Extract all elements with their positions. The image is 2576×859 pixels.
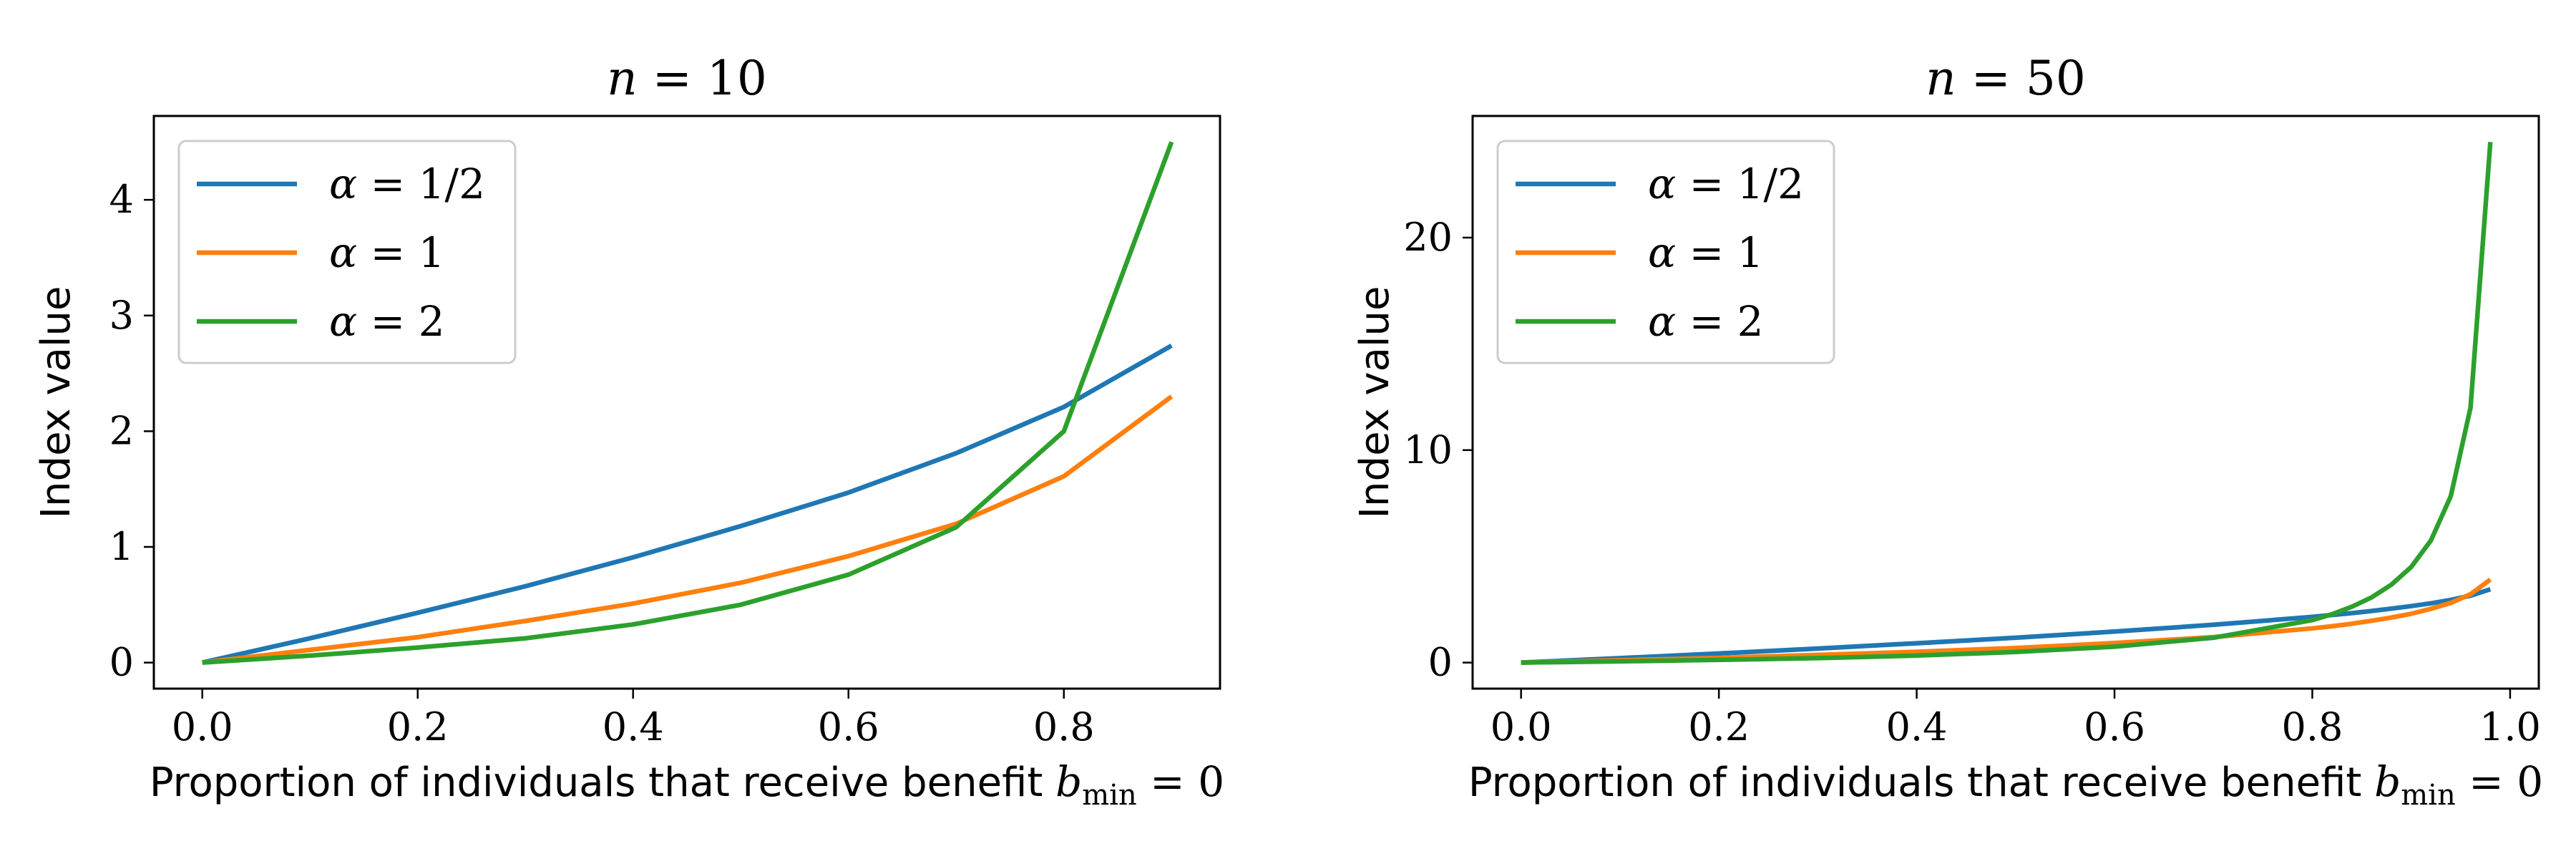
y-tick-label: 1	[109, 524, 134, 569]
axes-frame	[152, 115, 1221, 690]
x-tick-label: 0.8	[1033, 704, 1095, 749]
x-tick-label: 0.2	[387, 704, 449, 749]
series-line-1	[1521, 577, 2492, 665]
axes-frame	[1471, 115, 2540, 690]
chart-title: n = 50	[1926, 51, 2086, 106]
series-lines	[1521, 142, 2493, 665]
y-axis-label: Index value	[1352, 286, 1398, 519]
x-tick-label: 0.8	[2282, 704, 2343, 749]
x-axis-label: Proportion of individuals that receive b…	[1468, 757, 2543, 812]
legend-entry-1: α = 1	[329, 228, 445, 277]
x-tick-label: 0.4	[1886, 704, 1948, 749]
x-tick-label: 1.0	[2479, 704, 2541, 749]
y-tick-label: 2	[109, 408, 134, 453]
legend-box	[177, 140, 517, 364]
legend: α = 1/2 α = 1 α = 2	[177, 140, 517, 364]
legend-entry-0: α = 1/2	[329, 160, 485, 208]
legend-entry-2: α = 2	[329, 297, 445, 346]
x-tick-label: 0.6	[818, 704, 879, 749]
series-lines	[201, 141, 1174, 665]
series-line-2	[1521, 142, 2493, 665]
legend-entry-2: α = 2	[1648, 297, 1764, 346]
x-tick-label: 0.2	[1688, 704, 1750, 749]
y-tick-label: 3	[109, 293, 134, 338]
legend-entry-0: α = 1/2	[1648, 160, 1804, 208]
legend: α = 1/2 α = 1 α = 2	[1496, 140, 1835, 364]
y-tick-label: 10	[1403, 427, 1453, 472]
y-tick-label: 4	[109, 177, 134, 222]
series-line-2	[202, 141, 1174, 665]
y-tick-label: 0	[109, 640, 134, 685]
legend-entry-1: α = 1	[1648, 228, 1764, 277]
legend-box	[1496, 140, 1835, 364]
chart-title: n = 10	[607, 51, 767, 106]
y-tick-label: 0	[1428, 640, 1453, 685]
y-tick-label: 20	[1403, 215, 1453, 260]
x-tick-label: 0.6	[2084, 704, 2145, 749]
series-line-1	[202, 394, 1174, 665]
x-tick-label: 0.0	[1491, 704, 1552, 749]
chart-panel-n50: 0.0 0.2 0.4 0.6 0.8 1.0 0 10 20 n = 50 Proportion …	[1352, 51, 2543, 812]
y-axis-label: Index value	[33, 286, 79, 519]
x-tick-label: 0.4	[602, 704, 664, 749]
x-tick-label: 0.0	[172, 704, 233, 749]
chart-panel-n10: 0.0 0.2 0.4 0.6 0.8 0 1 2 3 4 n = 10 Proportion of …	[33, 51, 1224, 812]
series-line-0	[201, 343, 1173, 665]
x-axis-label: Proportion of individuals that receive b…	[150, 757, 1224, 812]
